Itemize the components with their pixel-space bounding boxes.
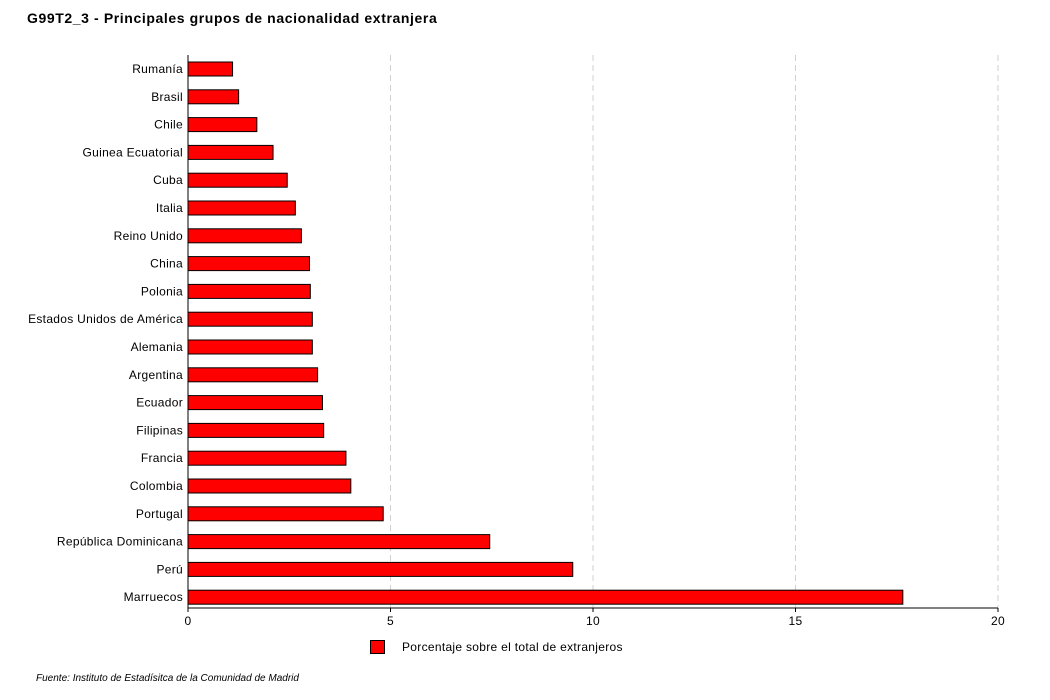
x-axis-labels: 0 5 10 15 20 — [185, 608, 1005, 628]
bar — [187, 172, 288, 188]
bar — [187, 283, 311, 299]
y-tick-label: Chile — [154, 118, 183, 132]
y-tick-label: Argentina — [129, 368, 183, 382]
x-tick-label: 5 — [387, 614, 394, 628]
y-tick-label: Portugal — [136, 507, 183, 521]
y-tick-label: Cuba — [153, 173, 183, 187]
bar — [187, 478, 352, 494]
y-tick-label: República Dominicana — [57, 535, 183, 549]
y-tick-label: Polonia — [141, 284, 183, 298]
y-tick-label: Colombia — [130, 479, 183, 493]
bar — [187, 200, 296, 216]
y-tick-label: Marruecos — [124, 590, 183, 604]
bar — [187, 117, 258, 133]
bar — [187, 395, 323, 411]
y-tick-label: Estados Unidos de América — [28, 312, 183, 326]
y-tick-label: Reino Unido — [114, 229, 183, 243]
source-note: Fuente: Instituto de Estadísitca de la C… — [36, 673, 299, 684]
bar — [187, 89, 240, 105]
bar — [187, 256, 310, 272]
legend: Porcentaje sobre el total de extranjeros — [370, 640, 623, 654]
bar — [187, 450, 347, 466]
chart-title: G99T2_3 - Principales grupos de nacional… — [27, 10, 438, 26]
y-tick-label: Italia — [156, 201, 183, 215]
x-tick-label: 20 — [991, 614, 1005, 628]
bar — [187, 561, 574, 577]
bar — [187, 228, 302, 244]
bar — [187, 534, 491, 550]
y-tick-label: Ecuador — [136, 396, 183, 410]
y-axis-labels: Rumanía Brasil Chile Guinea Ecuatorial Cuba I… — [28, 62, 183, 604]
x-tick-label: 0 — [185, 614, 192, 628]
bar — [187, 506, 384, 522]
y-tick-label: Brasil — [151, 90, 183, 104]
bar — [187, 589, 904, 605]
bar — [187, 339, 313, 355]
bar — [187, 311, 313, 327]
bar — [187, 144, 274, 160]
y-tick-label: China — [150, 257, 183, 271]
y-tick-label: Guinea Ecuatorial — [83, 145, 184, 159]
bar — [187, 422, 325, 438]
legend-label: Porcentaje sobre el total de extranjeros — [402, 640, 623, 654]
y-tick-label: Rumanía — [132, 62, 183, 76]
bars — [187, 61, 904, 605]
y-tick-label: Francia — [141, 451, 183, 465]
y-tick-label: Perú — [156, 562, 183, 576]
bar — [187, 61, 234, 77]
y-tick-label: Alemania — [131, 340, 183, 354]
grid-lines — [390, 55, 999, 608]
bar — [187, 367, 319, 383]
y-tick-label: Filipinas — [136, 423, 183, 437]
x-tick-label: 15 — [789, 614, 803, 628]
x-tick-label: 10 — [586, 614, 600, 628]
legend-swatch — [370, 640, 385, 654]
